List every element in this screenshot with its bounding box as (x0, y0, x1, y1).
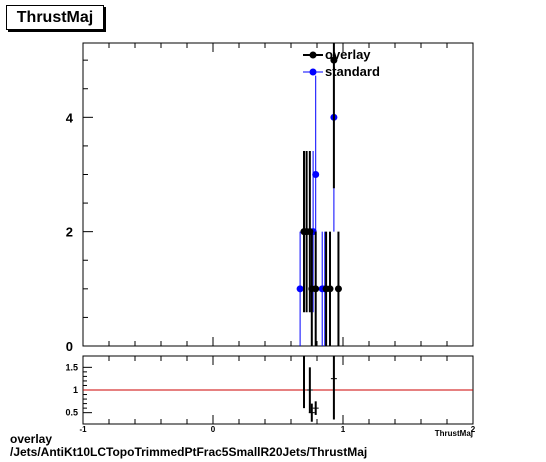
legend-marker-standard (309, 68, 317, 76)
x-tick-label: 2 (471, 425, 476, 434)
standard-point (296, 285, 304, 293)
legend-label-overlay: overlay (325, 47, 371, 62)
footer-histogram-path: /Jets/AntiKt10LCTopoTrimmedPtFrac5SmallR… (10, 445, 368, 459)
standard-point (312, 170, 320, 178)
y-tick-label: 0 (66, 339, 73, 354)
overlay-point (330, 56, 338, 64)
x-tick-label: -1 (79, 425, 87, 434)
ratio-y-tick-label: 1 (73, 385, 78, 395)
y-tick-label: 4 (66, 110, 74, 125)
footer-label-overlay: overlay (10, 432, 53, 446)
y-tick-label: 2 (66, 225, 73, 240)
x-tick-label: 1 (341, 425, 346, 434)
x-tick-label: 0 (211, 425, 216, 434)
ratio-points (303, 356, 337, 422)
ratio-y-tick-label: 0.5 (65, 408, 78, 418)
legend-marker-overlay (309, 51, 317, 59)
main-plot-border (82, 42, 474, 347)
x-axis-label: ThrustMaj (435, 429, 473, 438)
overlay-point (326, 285, 334, 293)
main-plot-frame: 0 2 4 (66, 42, 474, 354)
overlay-point (312, 285, 320, 293)
ratio-y-tick-label: 1.5 (65, 362, 78, 372)
overlay-point (334, 285, 342, 293)
histogram-title: ThrustMaj (6, 5, 104, 30)
legend-label-standard: standard (325, 64, 380, 79)
legend (303, 51, 323, 76)
